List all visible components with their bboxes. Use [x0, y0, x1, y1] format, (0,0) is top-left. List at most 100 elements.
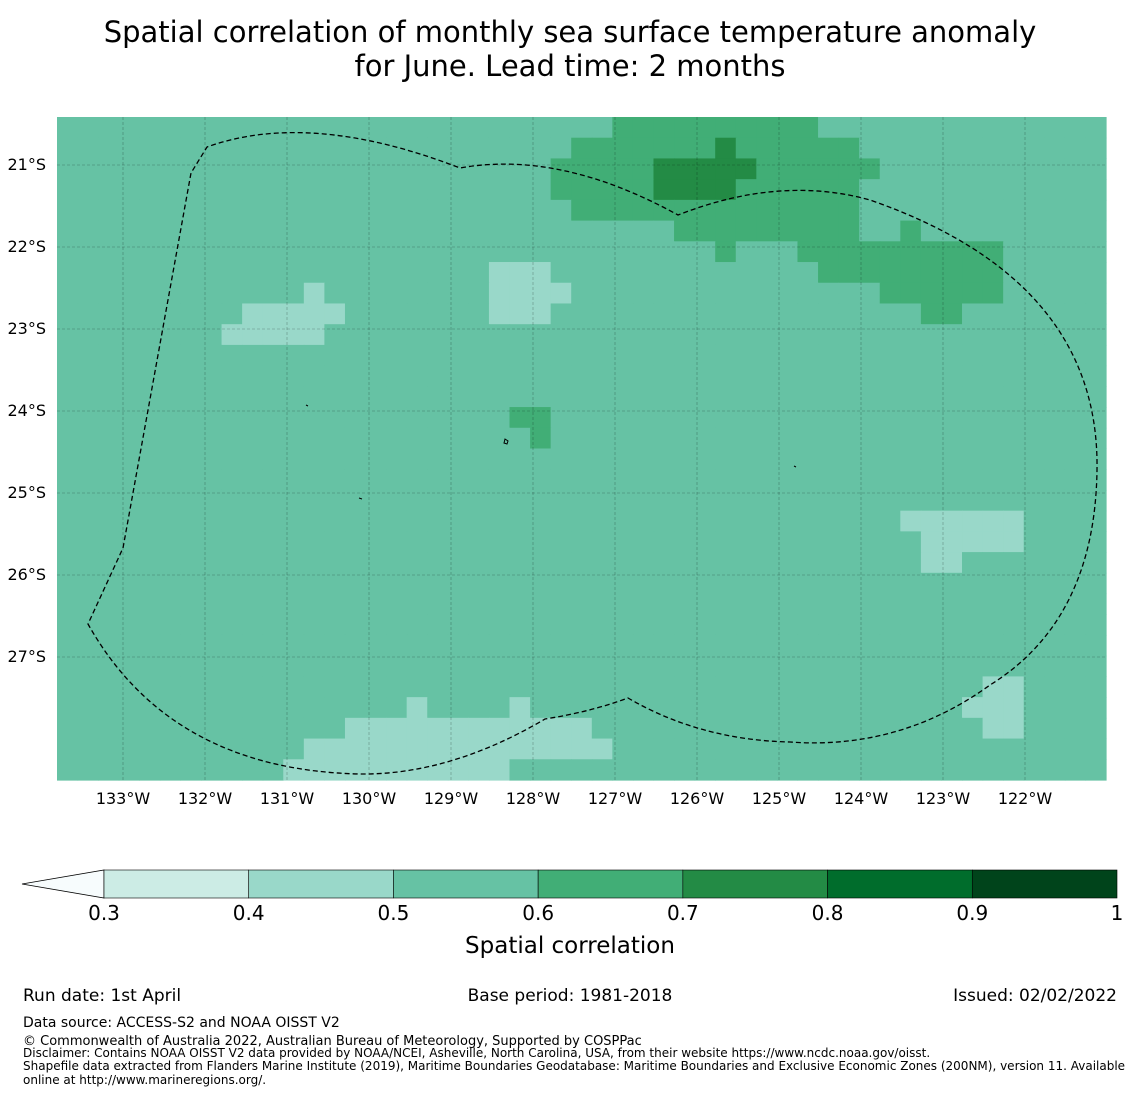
correlation-cell [139, 324, 161, 346]
correlation-cell [591, 282, 613, 305]
correlation-cell [303, 489, 325, 512]
correlation-cell [283, 344, 305, 367]
correlation-cell [674, 531, 696, 553]
correlation-cell [694, 448, 716, 470]
correlation-cell [324, 407, 346, 429]
correlation-cell [447, 262, 469, 284]
correlation-cell [242, 117, 264, 139]
correlation-cell [427, 614, 449, 636]
correlation-cell [674, 158, 696, 180]
correlation-cell [920, 158, 943, 180]
correlation-cell [941, 158, 963, 180]
correlation-cell [242, 469, 264, 491]
correlation-cell [694, 220, 716, 242]
correlation-cell [694, 365, 716, 387]
correlation-cell [879, 282, 901, 305]
correlation-cell [1003, 365, 1025, 387]
correlation-cell [200, 717, 223, 740]
correlation-cell [77, 759, 99, 781]
correlation-cell [509, 593, 531, 615]
correlation-cell [756, 407, 778, 429]
correlation-cell [612, 117, 634, 139]
correlation-cell [530, 199, 552, 222]
correlation-cell [77, 634, 99, 657]
correlation-cell [447, 282, 469, 305]
correlation-cell [386, 634, 408, 657]
correlation-cell [180, 552, 202, 574]
correlation-cell [406, 407, 428, 429]
correlation-cell [118, 427, 140, 450]
correlation-cell [386, 365, 408, 387]
correlation-cell [1044, 303, 1066, 325]
correlation-cell [509, 282, 531, 305]
map-plot [57, 117, 1107, 781]
correlation-cell [776, 759, 799, 781]
correlation-cell [468, 324, 490, 346]
correlation-cell [488, 179, 511, 201]
correlation-cell [221, 137, 243, 160]
correlation-cell [756, 117, 778, 139]
correlation-cell [632, 717, 655, 740]
correlation-cell [344, 697, 367, 719]
correlation-cell [303, 572, 325, 595]
correlation-cell [386, 386, 408, 408]
correlation-cell [509, 241, 531, 263]
correlation-cell [118, 697, 140, 719]
correlation-cell [488, 427, 511, 450]
correlation-cell [879, 738, 901, 760]
correlation-cell [632, 137, 655, 160]
correlation-field [57, 117, 1107, 781]
correlation-cell [941, 220, 963, 242]
correlation-cell [591, 427, 613, 450]
correlation-cell [200, 365, 223, 387]
correlation-cell [386, 552, 408, 574]
correlation-cell [756, 427, 778, 450]
correlation-cell [509, 303, 531, 325]
correlation-cell [694, 427, 716, 450]
correlation-cell [262, 614, 284, 636]
correlation-cell [900, 469, 922, 491]
correlation-cell [159, 759, 182, 781]
correlation-cell [982, 407, 1004, 429]
correlation-cell [283, 386, 305, 408]
correlation-cell [468, 593, 490, 615]
correlation-cell [344, 655, 367, 678]
correlation-cell [612, 448, 634, 470]
correlation-cell [550, 552, 572, 574]
correlation-cell [920, 407, 943, 429]
correlation-cell [468, 303, 490, 325]
correlation-cell [1085, 697, 1107, 719]
correlation-cell [303, 448, 325, 470]
correlation-cell [98, 386, 120, 408]
correlation-cell [242, 303, 264, 325]
correlation-cell [1085, 655, 1107, 678]
correlation-cell [57, 614, 79, 636]
correlation-cell [694, 655, 716, 678]
correlation-cell [118, 717, 140, 740]
correlation-cell [1085, 386, 1107, 408]
correlation-cell [242, 407, 264, 429]
correlation-cell [1044, 738, 1066, 760]
correlation-cell [776, 386, 799, 408]
correlation-cell [262, 593, 284, 615]
correlation-cell [756, 220, 778, 242]
correlation-cell [612, 262, 634, 284]
correlation-cell [262, 717, 284, 740]
correlation-cell [920, 179, 943, 201]
correlation-cell [303, 552, 325, 574]
correlation-cell [386, 489, 408, 512]
correlation-cell [879, 634, 901, 657]
correlation-cell [838, 552, 860, 574]
correlation-cell [859, 614, 881, 636]
correlation-cell [632, 531, 655, 553]
correlation-cell [674, 344, 696, 367]
correlation-cell [139, 199, 161, 222]
correlation-cell [756, 199, 778, 222]
correlation-cell [941, 469, 963, 491]
correlation-cell [776, 262, 799, 284]
correlation-cell [406, 137, 428, 160]
correlation-cell [1085, 738, 1107, 760]
correlation-cell [818, 655, 840, 678]
correlation-cell [1064, 137, 1087, 160]
correlation-cell [509, 117, 531, 139]
